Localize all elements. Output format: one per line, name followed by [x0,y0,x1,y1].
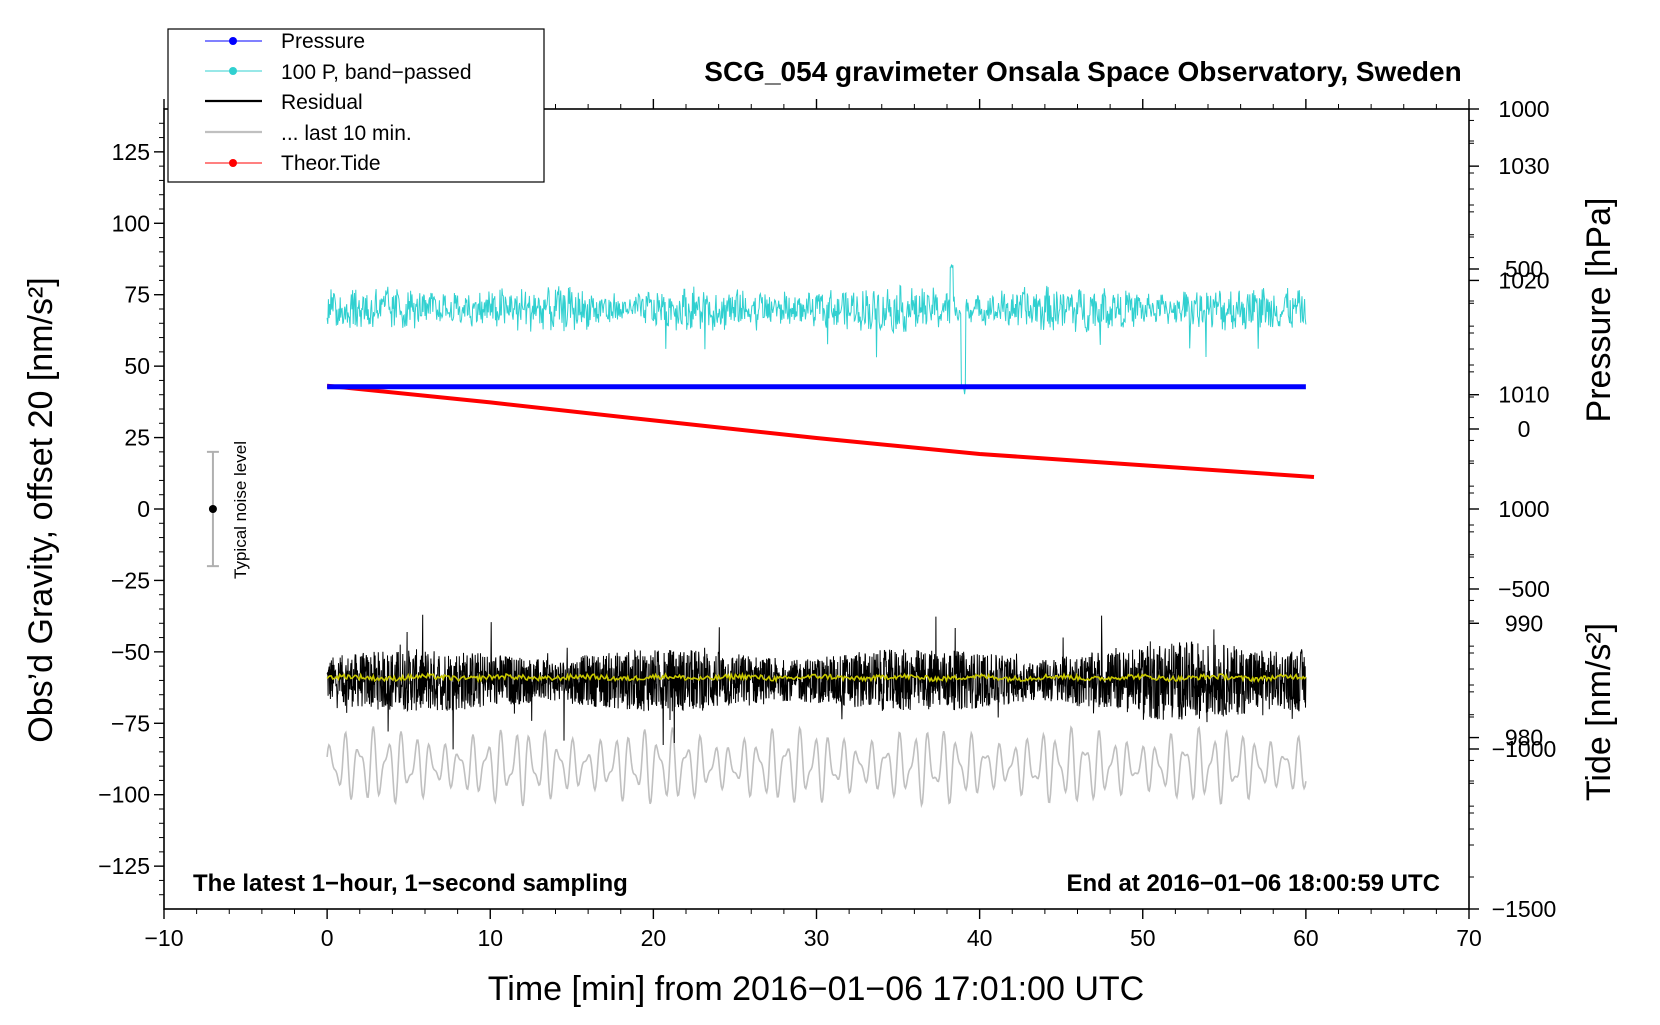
y-left-tick-label: −75 [111,710,150,736]
noise-indicator [206,450,219,568]
chart-title: SCG_054 gravimeter Onsala Space Observat… [704,56,1461,87]
y-pressure-tick-label: 1020 [1498,267,1549,293]
series-residual-line [326,614,1307,750]
noise-indicator-label: Typical noise level [231,441,250,579]
y-left-tick-label: 125 [112,139,150,165]
x-tick-label: 10 [477,925,503,951]
legend-marker-pressure [229,37,237,45]
y-left-tick-label: −25 [111,567,150,593]
x-tick-label: 0 [321,925,334,951]
y-pressure-tick-label: 1030 [1498,153,1549,179]
y-pressure-tick-label: 1010 [1498,382,1549,408]
series-theor-tide-line [326,383,1315,479]
legend: Pressure 100 P, band−passed Residual ...… [167,28,545,183]
legend-marker-theor-tide [229,159,237,167]
series-last-10-min-line [326,725,1307,809]
y-left-tick-label: 0 [137,496,150,522]
legend-label-last-10-min: ... last 10 min. [281,122,412,145]
series-layer [326,264,1315,809]
y-tide-tick-label: 0 [1518,416,1531,442]
legend-box [167,28,545,183]
y-tide-tick-label: −1500 [1492,896,1557,922]
y-left-tick-label: 100 [112,210,150,236]
series-band-passed-line [326,264,1307,395]
x-tick-label: 40 [967,925,993,951]
x-tick-label: 70 [1456,925,1482,951]
annotation-bottom-right: End at 2016−01−06 18:00:59 UTC [1066,870,1440,897]
y-left-tick-label: −50 [111,639,150,665]
legend-label-bandpassed: 100 P, band−passed [281,61,472,84]
y-left-tick-label: 75 [124,282,150,308]
y-pressure-tick-label: 990 [1505,610,1543,636]
axes-layer: −10 0 10 20 30 40 50 60 701251007550250−25−50−75… [98,96,1556,951]
y-tide-tick-label: −1000 [1492,736,1557,762]
y-pressure-tick-label: 980 [1505,725,1543,751]
legend-label-residual: Residual [281,91,363,114]
y-tide-tick-label: 1000 [1498,96,1549,122]
y-left-tick-label: 50 [124,353,150,379]
y-left-tick-label: −125 [98,853,150,879]
x-tick-label: 60 [1293,925,1319,951]
legend-label-theor-tide: Theor.Tide [281,152,381,175]
noise-center-dot [208,505,217,513]
y-tide-tick-label: −500 [1498,576,1550,602]
y-axis-title-tide: Tide [nm/s²] [1580,623,1618,801]
y-axis-title-left: Obs’d Gravity, offset 20 [nm/s²] [22,277,60,742]
y-left-tick-label: −100 [98,782,150,808]
x-tick-label: 20 [641,925,667,951]
y-pressure-tick-label: 1000 [1498,496,1549,522]
x-tick-label: −10 [144,925,183,951]
series-residual-smoothed-line [326,671,1307,684]
y-left-tick-label: 25 [124,425,150,451]
annotation-bottom-left: The latest 1−hour, 1−second sampling [193,870,628,897]
x-tick-label: 30 [804,925,830,951]
x-axis-title: Time [min] from 2016−01−06 17:01:00 UTC [488,970,1144,1008]
y-tide-tick-label: 500 [1505,256,1543,282]
y-axis-title-pressure: Pressure [hPa] [1580,198,1618,423]
legend-label-pressure: Pressure [281,30,365,53]
x-tick-label: 50 [1130,925,1156,951]
legend-marker-bandpassed [229,67,237,75]
